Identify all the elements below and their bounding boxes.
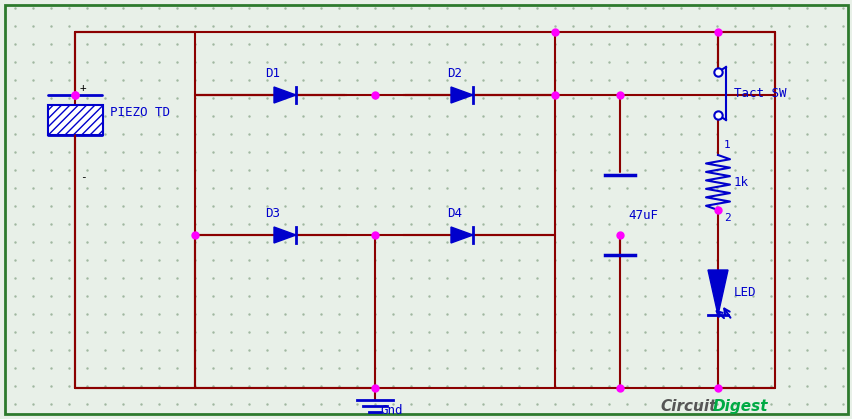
Text: 47uF: 47uF <box>627 209 657 222</box>
Text: Gnd: Gnd <box>379 403 402 416</box>
Text: +: + <box>80 83 87 93</box>
Bar <box>48 105 103 135</box>
Text: Digest: Digest <box>712 399 768 414</box>
Text: 1k: 1k <box>733 176 748 189</box>
Bar <box>48 105 103 135</box>
Text: Circuit: Circuit <box>659 399 716 414</box>
Text: D2: D2 <box>446 67 462 80</box>
Text: LED: LED <box>733 285 756 298</box>
Text: PIEZO TD: PIEZO TD <box>110 106 170 119</box>
Polygon shape <box>273 227 296 243</box>
Polygon shape <box>451 227 473 243</box>
Text: 2: 2 <box>723 213 730 223</box>
Polygon shape <box>451 87 473 103</box>
Text: 1: 1 <box>723 140 730 150</box>
Text: D3: D3 <box>265 207 279 220</box>
Polygon shape <box>273 87 296 103</box>
Text: D1: D1 <box>265 67 279 80</box>
Polygon shape <box>707 270 727 315</box>
Text: Tact SW: Tact SW <box>733 86 786 99</box>
Text: D4: D4 <box>446 207 462 220</box>
Text: -: - <box>80 172 87 182</box>
